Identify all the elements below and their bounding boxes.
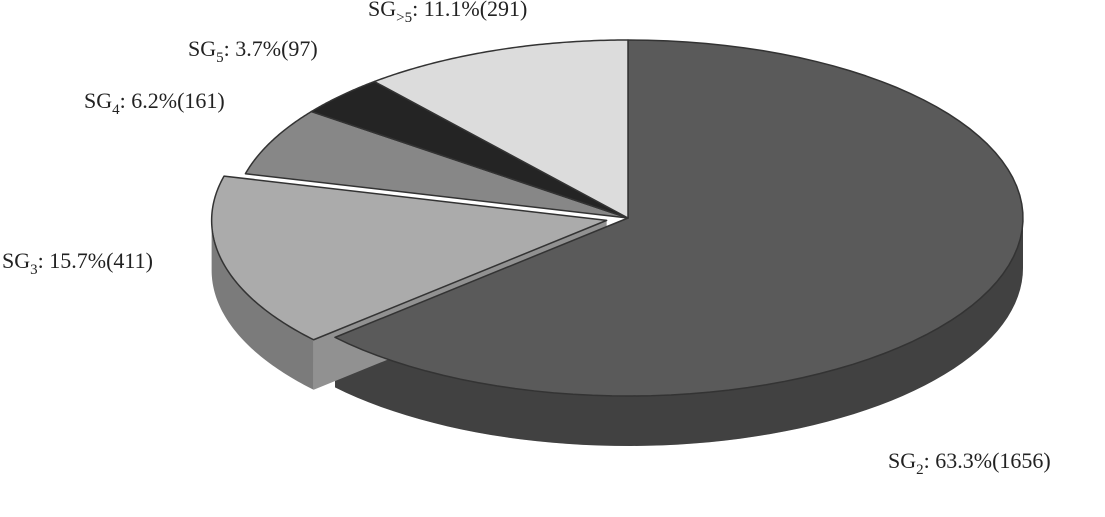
slice-top [310, 80, 629, 219]
slice-top [373, 39, 629, 219]
slice-label: SG2: 63.3%(1656) [888, 448, 1051, 478]
slice-side-shade [211, 220, 314, 390]
value-label: : 11.1%(291) [412, 0, 527, 21]
category-base: SG [888, 448, 916, 473]
category-name: SG3 [2, 248, 38, 278]
category-base: SG [2, 248, 30, 273]
category-name: SG4 [84, 88, 120, 118]
category-base: SG [368, 0, 396, 21]
slice-top [334, 39, 1024, 397]
category-name: SG5 [188, 36, 224, 66]
value-label: : 6.2%(161) [120, 88, 225, 113]
value-label: : 3.7%(97) [224, 36, 318, 61]
slice-label: SG5: 3.7%(97) [188, 36, 318, 66]
slice-top [244, 110, 629, 219]
category-subscript: >5 [396, 10, 412, 26]
slice-top [210, 175, 608, 341]
slice-side-wall [335, 218, 1024, 446]
category-subscript: 5 [216, 50, 224, 66]
slice-side [335, 218, 1024, 446]
category-subscript: 2 [916, 462, 924, 478]
slice-side-shade [335, 218, 1024, 446]
slice-label: SG>5: 11.1%(291) [368, 0, 527, 26]
category-name: SG>5 [368, 0, 412, 26]
category-subscript: 3 [30, 262, 38, 278]
category-subscript: 4 [112, 102, 120, 118]
slice-label: SG4: 6.2%(161) [84, 88, 225, 118]
slice-label: SG3: 15.7%(411) [2, 248, 153, 278]
value-label: : 15.7%(411) [38, 248, 153, 273]
slice-side-wall [211, 220, 314, 390]
category-base: SG [188, 36, 216, 61]
category-name: SG2 [888, 448, 924, 478]
value-label: : 63.3%(1656) [924, 448, 1051, 473]
category-base: SG [84, 88, 112, 113]
